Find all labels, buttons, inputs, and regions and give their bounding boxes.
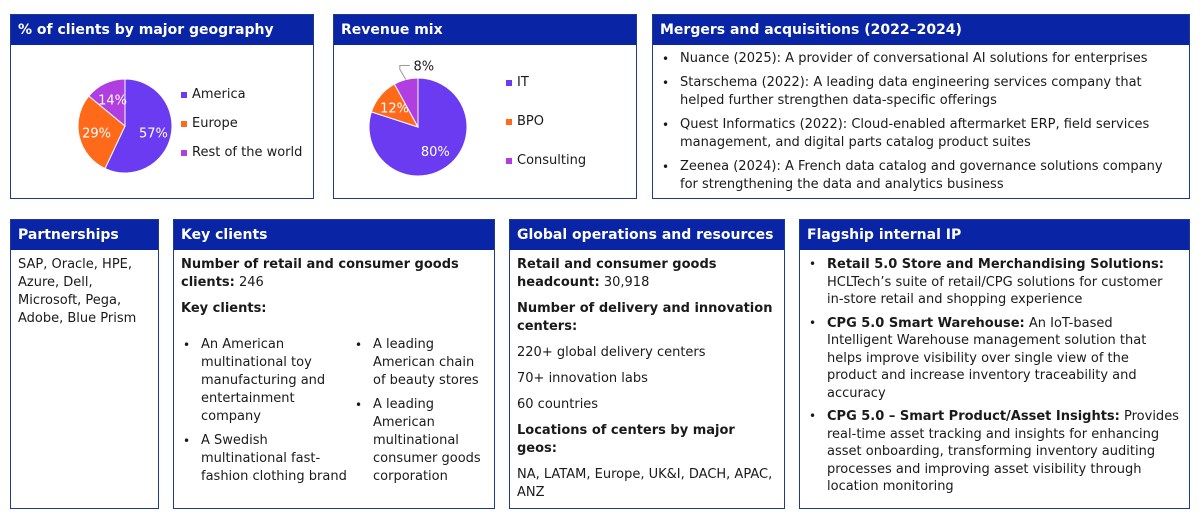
ip-panel: Flagship internal IP Retail 5.0 Store an… [799, 219, 1190, 509]
pie-value-label: 12% [380, 102, 409, 117]
revenue-panel-title: Revenue mix [334, 15, 636, 45]
global-ops-panel-title: Global operations and resources [510, 220, 784, 250]
ip-item-name: CPG 5.0 Smart Warehouse: [827, 315, 1025, 331]
legend-swatch [506, 157, 512, 164]
legend-item: IT [506, 75, 529, 90]
key-clients-left-list: An American multinational toy manufactur… [181, 336, 353, 486]
pie-value-label: 80% [421, 145, 450, 160]
partnerships-text: SAP, Oracle, HPE, Azure, Dell, Microsoft… [18, 257, 137, 326]
revenue-pie-chart: 80% 12% 8% [368, 60, 468, 177]
ip-item-name: CPG 5.0 – Smart Product/Asset Insights: [827, 409, 1120, 424]
pie-value-label: 8% [414, 60, 435, 75]
legend-label: IT [517, 75, 529, 90]
ip-item-desc: Provides real-time asset tracking and in… [827, 409, 1179, 494]
innovation-labs: 70+ innovation labs [517, 371, 648, 386]
key-client-item: A leading American multinational consume… [353, 396, 481, 486]
legend-item: America [181, 87, 246, 102]
partnerships-panel-title: Partnerships [11, 220, 158, 250]
pie-slice-rest-of-the-world [88, 78, 126, 128]
legend-label: Rest of the world [192, 145, 303, 160]
ma-item: Nuance (2025): A provider of conversatio… [660, 50, 1182, 68]
locations: NA, LATAM, Europe, UK&I, DACH, APAC, ANZ [517, 467, 773, 500]
ip-item: Retail 5.0 Store and Merchandising Solut… [807, 256, 1182, 309]
key-clients-panel-title: Key clients [174, 220, 494, 250]
pie-leader-line [399, 65, 410, 80]
ma-panel: Mergers and acquisitions (2022–2024) Nua… [652, 14, 1190, 199]
legend-swatch [181, 120, 187, 127]
ma-item: Quest Informatics (2022): Cloud-enabled … [660, 116, 1182, 152]
legend-label: Europe [192, 116, 238, 131]
locations-label: Locations of centers by major geos: [517, 423, 735, 456]
key-client-item: A Swedish multinational fast-fashion clo… [181, 432, 353, 486]
ip-item-desc: HCLTech’s suite of retail/CPG solutions … [827, 274, 1163, 308]
geo-panel-title: % of clients by major geography [11, 15, 313, 45]
ma-item: Zeenea (2024): A French data catalog and… [660, 158, 1182, 194]
legend-item: BPO [506, 114, 544, 129]
legend-item: Europe [181, 116, 238, 131]
legend-swatch [506, 118, 512, 125]
pie-value-label: 29% [82, 126, 111, 141]
headcount: Retail and consumer goods headcount: 30,… [517, 256, 777, 292]
countries: 60 countries [517, 397, 599, 412]
ip-item-name: Retail 5.0 Store and Merchandising Solut… [827, 257, 1164, 272]
geo-panel: % of clients by major geography 57% 29% 14… [10, 14, 314, 199]
legend-label: Consulting [517, 153, 587, 168]
ma-item: Starschema (2022): A leading data engine… [660, 74, 1182, 110]
ip-item: CPG 5.0 – Smart Product/Asset Insights: … [807, 408, 1182, 496]
ma-list: Nuance (2025): A provider of conversatio… [660, 50, 1182, 194]
delivery-centers: 220+ global delivery centers [517, 345, 706, 360]
pie-slice-consulting [393, 77, 419, 128]
ma-panel-title: Mergers and acquisitions (2022–2024) [653, 15, 1189, 45]
ip-panel-title: Flagship internal IP [800, 220, 1189, 250]
key-clients-count-value: 246 [234, 275, 264, 290]
key-clients-right-list: A leading American chain of beauty store… [353, 336, 481, 486]
legend-swatch [506, 79, 512, 86]
ip-list: Retail 5.0 Store and Merchandising Solut… [807, 256, 1182, 496]
key-clients-panel: Key clients Number of retail and consume… [173, 219, 495, 509]
global-ops-panel: Global operations and resources Retail a… [509, 219, 785, 509]
pie-value-label: 57% [139, 126, 168, 141]
partnerships-panel: Partnerships SAP, Oracle, HPE, Azure, De… [10, 219, 159, 509]
centers-label: Number of delivery and innovation center… [517, 301, 773, 334]
pie-slice-america [104, 78, 173, 174]
key-clients-list-label: Key clients: [181, 301, 267, 316]
legend-swatch [181, 149, 187, 156]
headcount-value: 30,918 [599, 275, 650, 290]
key-client-item: An American multinational toy manufactur… [181, 336, 353, 426]
key-clients-count: Number of retail and consumer goods clie… [181, 256, 487, 292]
key-clients-count-label: Number of retail and consumer goods clie… [181, 257, 459, 290]
legend-label: BPO [517, 114, 544, 129]
ip-item: CPG 5.0 Smart Warehouse: An IoT-based In… [807, 315, 1182, 403]
pie-slice-europe [77, 95, 126, 170]
legend-item: Rest of the world [181, 145, 302, 160]
legend-label: America [192, 87, 246, 102]
legend-swatch [181, 91, 187, 98]
geo-pie-chart: 57% 29% 14% [77, 78, 173, 174]
key-client-item: A leading American chain of beauty store… [353, 336, 481, 390]
ip-item-desc: An IoT-based Intelligent Warehouse manag… [827, 315, 1147, 401]
legend-item: Consulting [506, 153, 586, 168]
revenue-panel: Revenue mix 80% 12% 8% IT BPO Consulting [333, 14, 637, 199]
pie-value-label: 14% [98, 94, 127, 109]
headcount-label: Retail and consumer goods headcount: [517, 257, 717, 290]
